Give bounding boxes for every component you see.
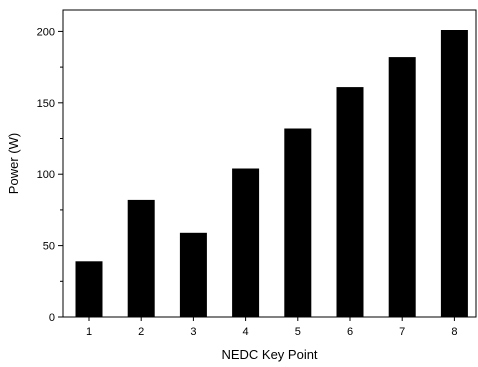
x-tick-label-3: 3	[190, 326, 196, 338]
bars-group	[75, 30, 468, 317]
plot-frame	[62, 9, 477, 318]
bar-3	[179, 232, 207, 317]
x-tick-label-6: 6	[347, 326, 353, 338]
y-tick-label-0: 0	[49, 312, 55, 324]
x-tick-label-7: 7	[399, 326, 405, 338]
x-tick-label-8: 8	[451, 326, 457, 338]
x-tick-label-4: 4	[243, 326, 249, 338]
bar-8	[440, 30, 468, 317]
y-tick-label-150: 150	[37, 98, 55, 110]
y-tick-label-200: 200	[37, 26, 55, 38]
x-tick-label-2: 2	[138, 326, 144, 338]
bar-1	[75, 261, 103, 317]
bar-4	[232, 168, 260, 317]
x-axis-title: NEDC Key Point	[221, 347, 317, 362]
bar-6	[336, 87, 364, 317]
bar-7	[388, 57, 416, 317]
y-tick-label-50: 50	[43, 241, 55, 253]
bar-2	[127, 199, 155, 317]
x-tick-label-1: 1	[86, 326, 92, 338]
bar-5	[284, 128, 312, 317]
y-tick-label-100: 100	[37, 169, 55, 181]
y-axis-title: Power (W)	[6, 133, 21, 194]
x-tick-label-5: 5	[295, 326, 301, 338]
tick-labels-group: 1 2 3 4 5 6 7 8 0 50 100 150 200	[37, 26, 458, 338]
